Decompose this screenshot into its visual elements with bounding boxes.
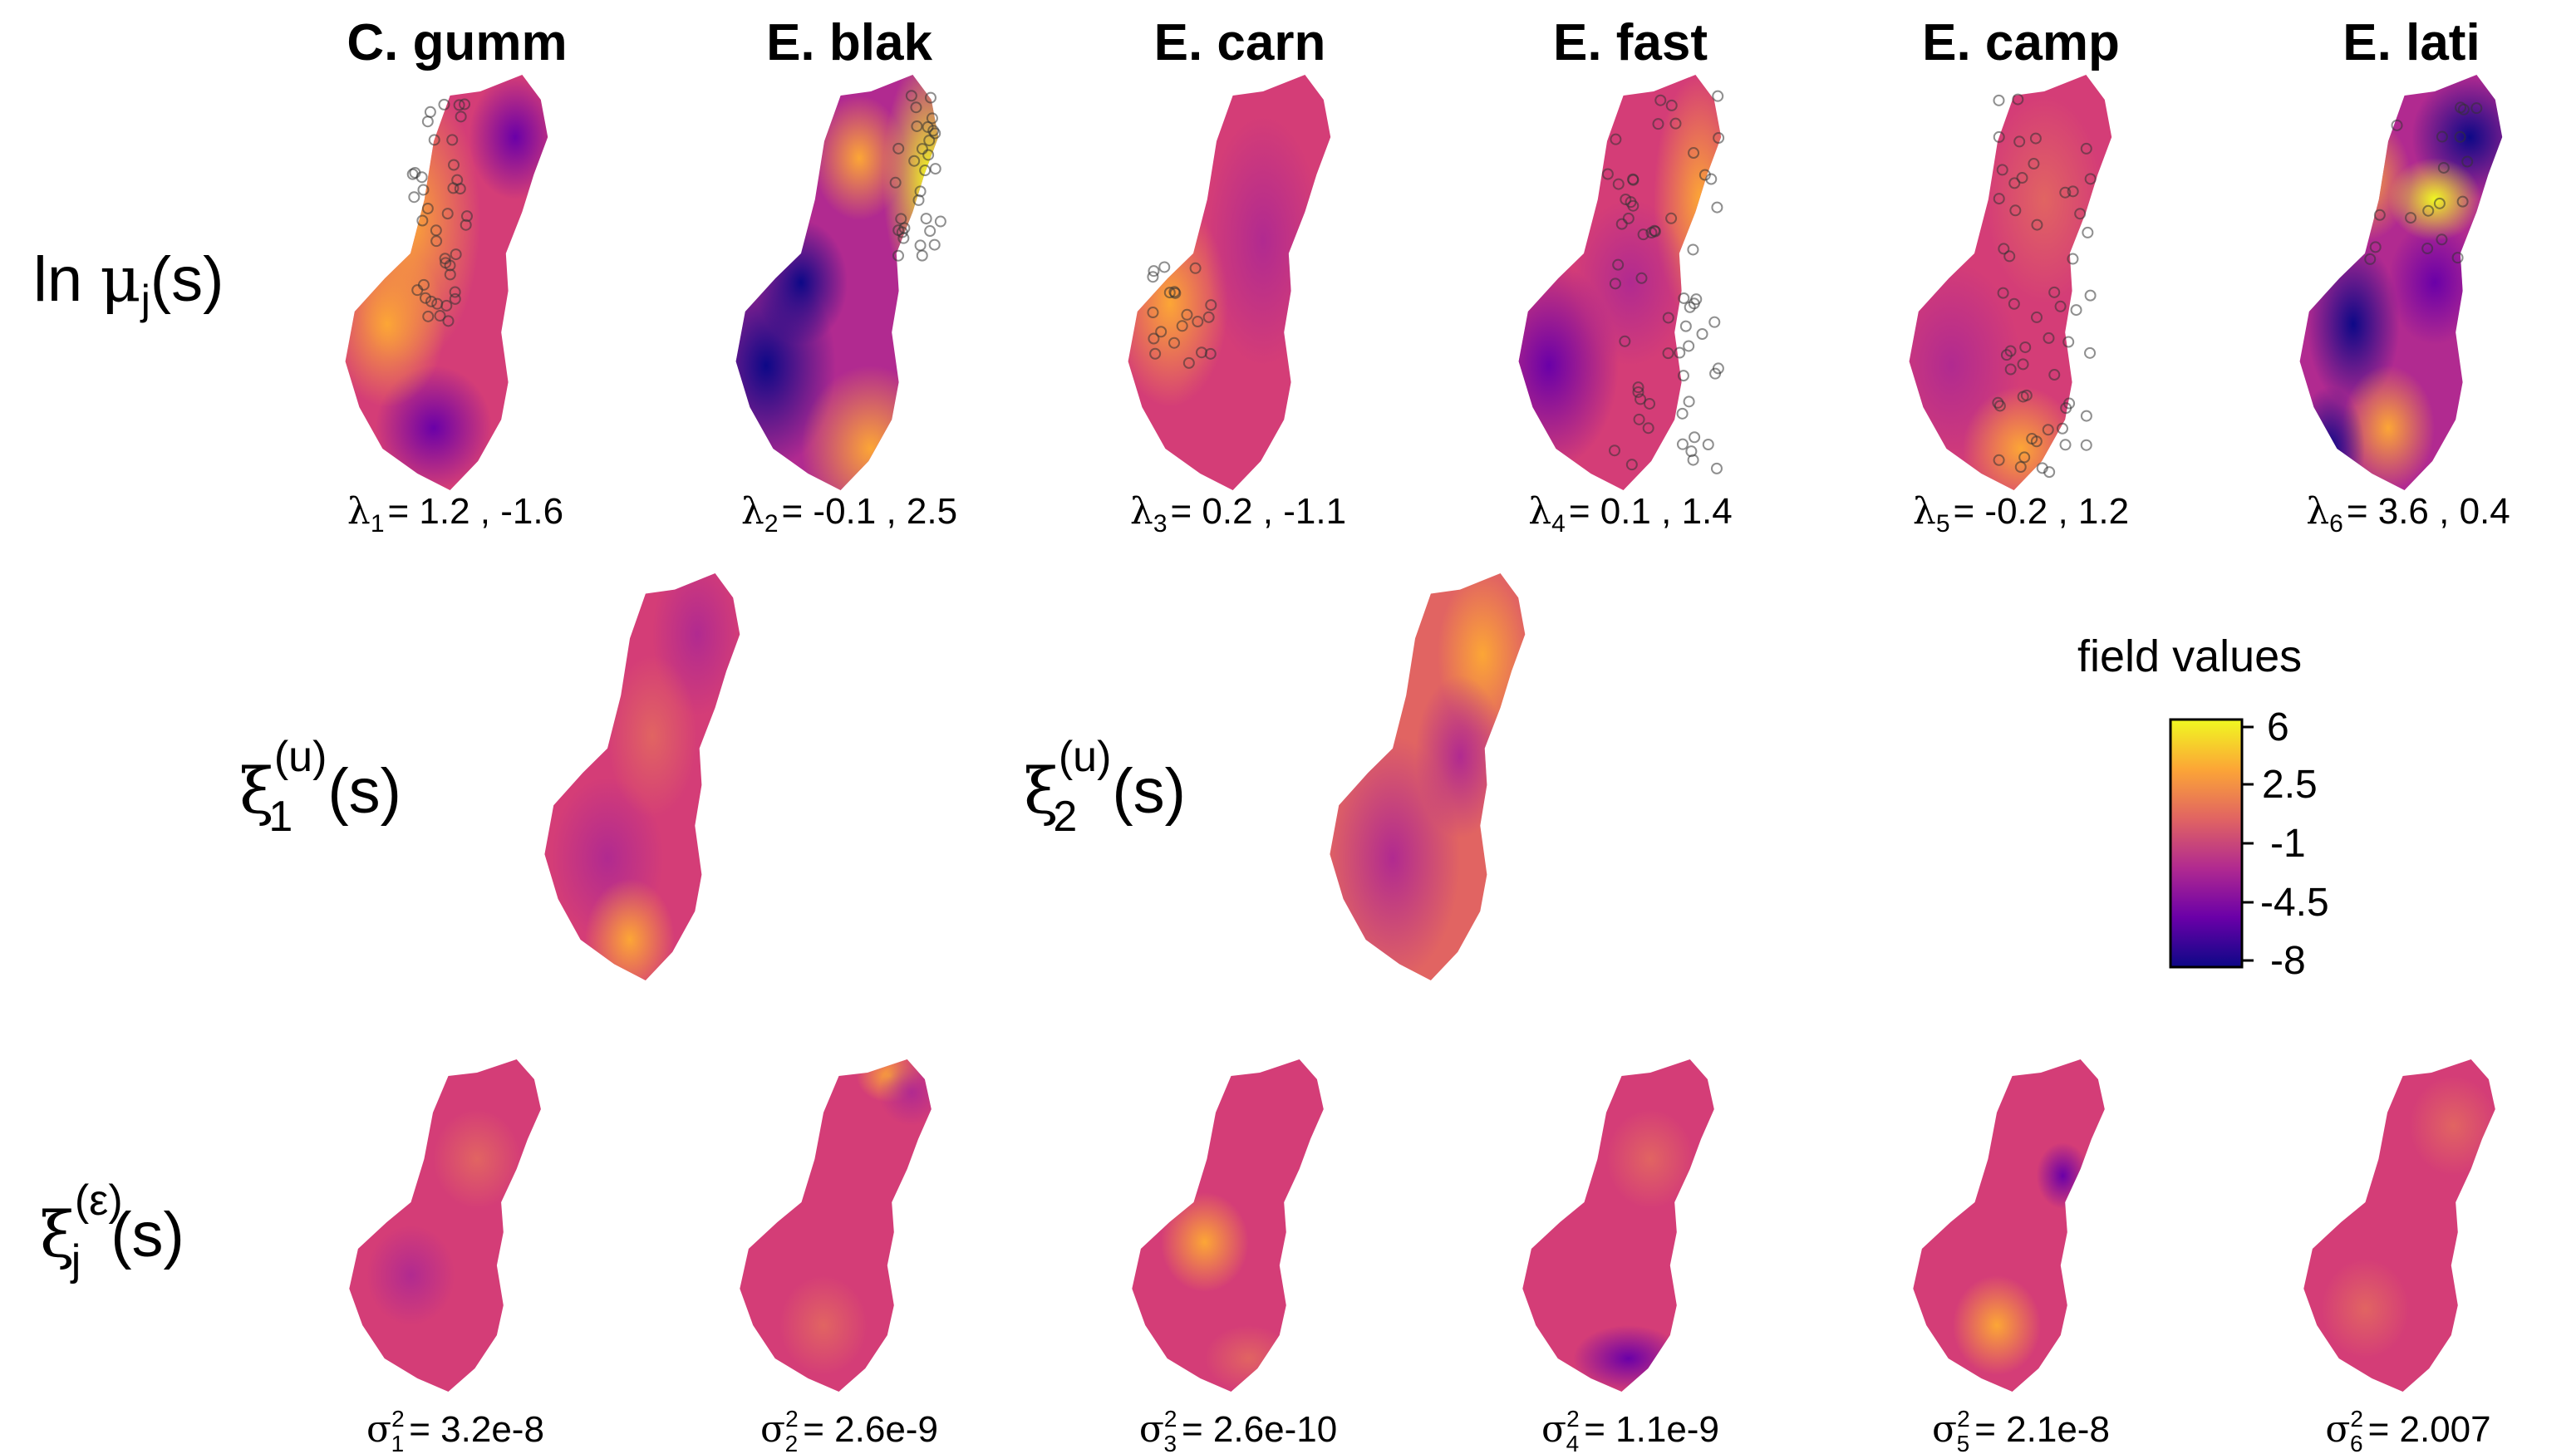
legend-title: field values <box>2077 631 2302 681</box>
row-label-log-intensity: ln μj(s) <box>33 242 224 323</box>
ln-mu-map-2-observations <box>889 90 946 262</box>
row-label-species-field: ξ(ε) j (s) <box>40 1176 184 1285</box>
column-title-e-lati: E. lati <box>2342 14 2480 71</box>
ln-mu-map-4-observations <box>1601 90 1725 474</box>
column-title-c-gumm: C. gumm <box>347 14 567 71</box>
legend-tick-label: 2.5 <box>2262 763 2318 807</box>
species-field-map-1 <box>349 1059 541 1392</box>
legend-tick-label: -8 <box>2270 939 2306 983</box>
legend-colorbar <box>2169 718 2244 969</box>
svg-text:ξ(u)1(s): ξ(u) 1 (s) <box>239 733 401 841</box>
svg-text:ξ(ε)j(s): ξ(ε) j (s) <box>40 1176 184 1285</box>
legend-ticks <box>2242 725 2254 962</box>
lambda-label-4: λ4= 0.1 , 1.4 <box>1528 490 1733 538</box>
legend-tick-label: -1 <box>2270 822 2306 866</box>
ln-mu-map-5-observations <box>1992 93 2097 479</box>
shared-field-2-map <box>1330 573 1526 980</box>
ln-mu-map-3 <box>1128 75 1331 490</box>
sigma-label-2: σ2 2 = 2.6e-9 <box>760 1406 938 1454</box>
ln-mu-map-1 <box>345 75 548 490</box>
svg-text:ln μj(s): ln μj(s) <box>33 242 224 323</box>
sigma-label-1: σ2 1 = 3.2e-8 <box>366 1406 544 1454</box>
ln-mu-map-4 <box>1518 75 1722 490</box>
species-field-map-3 <box>1132 1059 1324 1392</box>
ln-mu-map-5 <box>1909 75 2112 490</box>
lambda-label-6: λ6= 3.6 , 0.4 <box>2306 490 2510 538</box>
ln-mu-map-6-observations <box>2364 101 2483 265</box>
color-legend: field values 6 2.5 -1 -4.5 -8 <box>2077 631 2329 983</box>
sigma-label-3: σ2 3 = 2.6e-10 <box>1139 1406 1337 1454</box>
lambda-label-2: λ2= -0.1 , 2.5 <box>741 490 957 538</box>
ln-mu-map-1-observations <box>406 98 473 327</box>
legend-tick-label: -4.5 <box>2260 881 2329 925</box>
shared-field-1-map <box>544 573 740 980</box>
sigma-label-6: σ2 6 = 2.007 <box>2325 1406 2490 1454</box>
row-label-shared-field-1: ξ(u) 1 (s) <box>239 733 401 841</box>
column-titles: C. gumm E. blak E. carn E. fast E. camp … <box>347 14 2480 71</box>
species-field-map-4 <box>1522 1059 1714 1392</box>
species-field-map-2 <box>740 1059 932 1392</box>
column-title-e-blak: E. blak <box>766 14 932 71</box>
column-title-e-carn: E. carn <box>1154 14 1326 71</box>
lambda-label-3: λ3= 0.2 , -1.1 <box>1130 490 1346 538</box>
lambda-label-5: λ5= -0.2 , 1.2 <box>1913 490 2129 538</box>
species-field-map-6 <box>2303 1059 2495 1392</box>
species-field-map-5 <box>1913 1059 2105 1392</box>
sigma-label-5: σ2 5 = 2.1e-8 <box>1932 1406 2110 1454</box>
lambda-labels: λ1= 1.2 , -1.6 λ2= -0.1 , 2.5 λ3= 0.2 , … <box>347 490 2510 538</box>
row-label-shared-field-2: ξ(u) 2 (s) <box>1024 733 1186 841</box>
svg-text:ξ(u)2(s): ξ(u) 2 (s) <box>1024 733 1186 841</box>
sigma-labels: σ2 1 = 3.2e-8 σ2 2 = 2.6e-9 σ2 3 = 2.6e-10 σ2 4… <box>366 1406 2491 1454</box>
ln-mu-map-6 <box>2299 75 2503 490</box>
ln-mu-map-3-observations <box>1147 261 1217 369</box>
column-title-e-fast: E. fast <box>1553 14 1708 71</box>
lambda-label-1: λ1= 1.2 , -1.6 <box>347 490 563 538</box>
legend-tick-label: 6 <box>2267 705 2289 749</box>
column-title-e-camp: E. camp <box>1922 14 2120 71</box>
sigma-label-4: σ2 4 = 1.1e-9 <box>1541 1406 1719 1454</box>
